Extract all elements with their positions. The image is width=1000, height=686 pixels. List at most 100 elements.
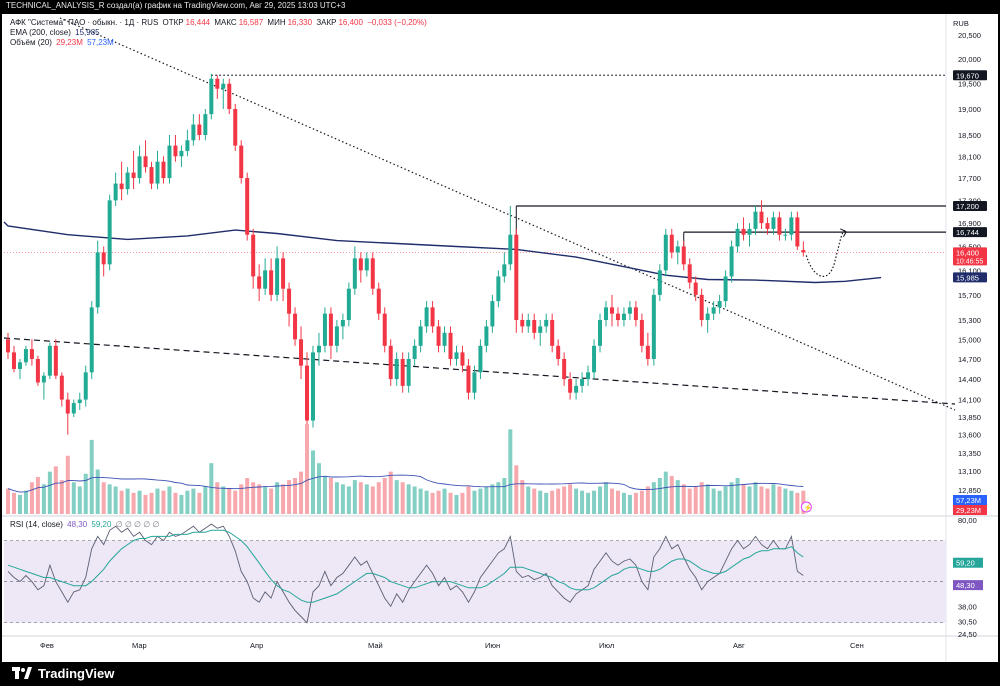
candle-body	[747, 228, 752, 235]
rsi-tick-label: 38,00	[958, 602, 977, 611]
candle-body	[245, 178, 250, 235]
volume-bar	[633, 492, 638, 514]
candle-body	[801, 249, 806, 253]
candle-body	[436, 326, 441, 346]
candle-body	[251, 234, 256, 277]
rsi-line	[7, 523, 804, 624]
candle-body	[11, 352, 16, 369]
candle-body	[586, 372, 591, 380]
ema-label: EMA (200, close)	[10, 28, 71, 37]
volume-bar	[777, 486, 782, 514]
close-label: ЗАКР	[316, 18, 337, 27]
candle-body	[179, 150, 184, 157]
volume-bar	[263, 486, 268, 514]
price-tick-label: 15,700	[958, 291, 981, 300]
candle-body	[526, 320, 531, 327]
volume-bar	[568, 484, 573, 514]
volume-bar	[358, 482, 363, 514]
volume-bar	[645, 486, 650, 514]
low-value: 16,330	[287, 18, 313, 27]
candle-body	[275, 258, 280, 295]
candle-body	[185, 140, 190, 151]
candle-body	[681, 246, 686, 265]
volume-bar	[711, 488, 716, 514]
volume-bar	[657, 478, 662, 514]
candle-body	[484, 326, 489, 346]
candle-body	[544, 320, 549, 327]
volume-bar	[257, 484, 262, 514]
price-tick-label: 13,600	[958, 431, 981, 440]
symbol-legend: АФК "Система" ПАО · обыкн. · 1Д · RUS ОТ…	[10, 18, 429, 27]
candle-body	[53, 345, 58, 376]
candle-body	[418, 326, 423, 346]
projection-arrow	[805, 229, 847, 277]
tradingview-logo[interactable]: TradingView	[12, 662, 114, 684]
candle-body	[532, 320, 537, 333]
volume-bar	[681, 484, 686, 514]
candle-body	[59, 375, 64, 400]
ema-legend[interactable]: EMA (200, close) 15,985	[10, 28, 102, 37]
volume-bar	[580, 490, 585, 514]
candle-body	[35, 358, 40, 383]
candle-body	[83, 372, 88, 400]
low-label: МИН	[267, 18, 286, 27]
candle-body	[233, 109, 238, 146]
volume-bar	[215, 482, 220, 514]
volume-bar	[95, 469, 100, 514]
volume-bar	[161, 490, 166, 514]
volume-bar	[639, 490, 644, 514]
volume-bar	[299, 471, 304, 514]
candle-body	[209, 78, 214, 115]
rsi-ma-line	[7, 529, 804, 603]
rsi-legend[interactable]: RSI (14, close) 48,30 59,20 ∅ ∅ ∅ ∅ ∅	[10, 520, 161, 529]
candle-body	[352, 258, 357, 289]
volume-bar	[604, 482, 608, 514]
candle-body	[711, 307, 716, 314]
volume-bar	[765, 488, 770, 514]
volume-bar	[209, 463, 214, 514]
volume-bar	[795, 492, 800, 514]
candle-body	[358, 258, 363, 271]
chart-area[interactable]: ⚡ 20,500 20,000 19,500 19,000 18,500 18,100 17…	[2, 14, 998, 662]
candle-body	[287, 288, 292, 314]
candle-body	[137, 156, 142, 179]
price-chart[interactable]: ⚡ 20,500 20,000 19,500 19,000 18,500 18,100 17…	[2, 14, 998, 662]
volume-bar	[131, 492, 136, 514]
rsi-label-box-2	[953, 580, 983, 591]
volume-bar	[759, 486, 764, 514]
candle-body	[765, 223, 770, 229]
price-label-box	[953, 227, 987, 238]
candle-body	[65, 399, 70, 414]
candle-body	[370, 258, 375, 289]
candle-body	[305, 365, 309, 421]
volume-bar	[340, 484, 345, 514]
candle-body	[47, 345, 52, 376]
price-tick-label: 13,850	[958, 413, 981, 422]
volume-bar	[71, 482, 76, 514]
open-label: ОТКР	[162, 18, 184, 27]
volume-bar	[119, 490, 124, 514]
volume-bar	[621, 492, 626, 514]
symbol-title[interactable]: АФК "Система" ПАО · обыкн. · 1Д · RUS	[10, 18, 159, 27]
rsi-label-text-1: 59,20	[956, 559, 975, 568]
open-value: 16,444	[185, 18, 211, 27]
month-tick-label: Апр	[250, 641, 263, 650]
candle-body	[520, 320, 525, 327]
volume-bar	[663, 471, 668, 514]
volume-bar	[6, 488, 10, 514]
projection-arrow-head	[840, 228, 848, 238]
volume-bar	[514, 465, 519, 514]
candle-body	[621, 313, 626, 321]
volume-bar	[53, 466, 58, 514]
volume-bar	[412, 486, 417, 514]
candle-body	[478, 345, 483, 373]
candle-body	[167, 145, 172, 179]
volume-bar	[442, 488, 447, 514]
month-tick-label: Авг	[733, 641, 745, 650]
candle-body	[615, 313, 620, 321]
created-by-header: TECHNICAL_ANALYSIS_R создал(а) график на…	[6, 1, 346, 10]
volume-bar	[687, 488, 692, 514]
volume-legend[interactable]: Объём (20) 29,23M 57,23M	[10, 38, 116, 47]
rsi-value-2: 59,20	[91, 520, 112, 529]
candle-body	[604, 307, 608, 321]
